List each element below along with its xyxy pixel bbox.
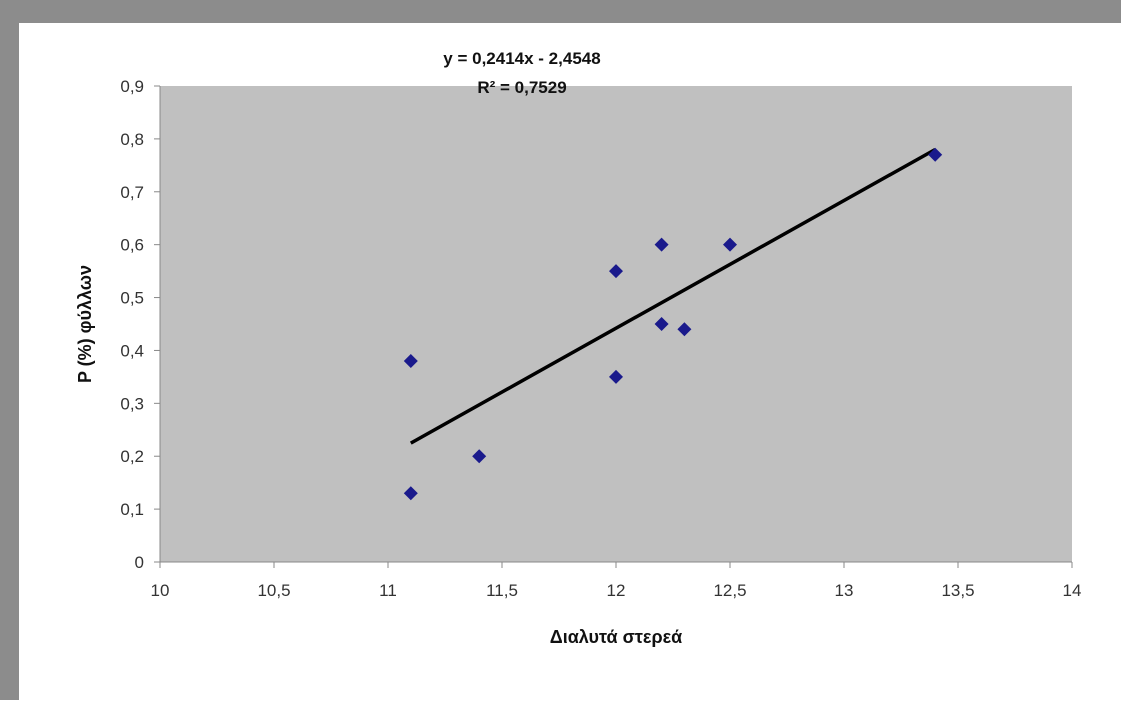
y-tick-label: 0,5	[120, 289, 144, 308]
x-tick-label: 11,5	[486, 581, 518, 600]
y-tick-label: 0,6	[120, 236, 144, 255]
x-tick-label: 13,5	[941, 581, 974, 600]
data-point	[928, 147, 943, 162]
data-point	[403, 354, 418, 369]
data-point	[609, 369, 623, 384]
data-point	[654, 317, 669, 331]
data-point	[654, 237, 669, 252]
tick-labels: 0 0,1 0,2 0,3 0,4 0,5 0,6 0,7 0,8 0,9 10 10,5 11 11,5…	[120, 77, 1081, 600]
x-axis-title: Διαλυτά στερεά	[550, 627, 682, 647]
window-frame-top	[0, 0, 1121, 23]
y-tick-label: 0,8	[120, 130, 144, 149]
x-tick-label: 12	[607, 581, 626, 600]
trendline	[409, 147, 937, 445]
x-tick-label: 10	[151, 581, 170, 600]
y-tick-label: 0,9	[120, 77, 144, 96]
y-tick-label: 0,4	[120, 341, 144, 360]
data-point	[677, 322, 692, 337]
y-tick-label: 0,2	[120, 447, 144, 466]
y-axis-title: P (%) φύλλων	[75, 265, 95, 383]
data-point	[403, 486, 418, 501]
window-frame-left	[0, 0, 19, 700]
y-tick-label: 0	[135, 553, 144, 572]
x-tick-label: 13	[835, 581, 854, 600]
trendline-equation: y = 0,2414x - 2,4548	[443, 49, 600, 68]
x-tick-label: 10,5	[257, 581, 290, 600]
y-tick-label: 0,7	[120, 183, 144, 202]
data-point	[472, 449, 487, 464]
data-point	[723, 237, 737, 252]
plot-area	[160, 86, 1072, 562]
data-points	[403, 147, 943, 501]
data-point	[609, 264, 623, 279]
trendline-r-squared: R² = 0,7529	[477, 78, 566, 97]
x-tick-label: 12,5	[713, 581, 746, 600]
x-tick-label: 11	[379, 581, 397, 600]
axes	[154, 85, 1073, 568]
y-tick-label: 0,1	[120, 500, 144, 519]
y-tick-label: 0,3	[120, 394, 144, 413]
x-tick-label: 14	[1063, 581, 1082, 600]
